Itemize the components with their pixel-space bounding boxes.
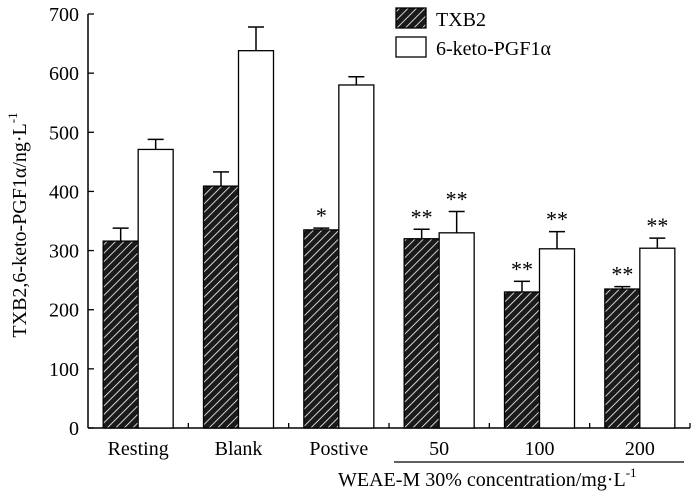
significance-markers: * ************ [316,187,668,287]
bar-txb2-postive [303,229,340,429]
bar-6-keto-blank [237,50,275,429]
bar-txb2-200 [604,288,641,429]
y-tick-label: 0 [69,418,79,440]
significance-marker: ** [611,262,633,287]
category-label: 50 [429,438,449,460]
error-bars [112,26,666,292]
significance-marker: ** [446,187,468,212]
significance-marker: * [316,203,327,228]
significance-marker: ** [546,207,568,232]
bar-6-keto-resting [137,148,174,429]
legend-swatch-6-keto [395,36,427,58]
bar-txb2-resting [102,240,139,429]
y-tick-label: 600 [49,63,79,85]
category-label: Resting [108,438,169,460]
x-axis-title: WEAE-M 30% concentration/mg·L-1 [338,465,637,491]
category-label: 100 [525,438,555,460]
bar-txb2-50 [403,238,440,429]
bar-6-keto-postive [338,84,375,429]
y-axis-title: TXB2,6-keto-PGF1α/ng·L-1 [5,112,31,337]
legend-label-txb2: TXB2 [436,9,486,31]
significance-marker: ** [511,256,533,281]
bar-6-keto-100 [538,248,576,429]
y-tick-label: 500 [49,122,79,144]
category-labels: Resting Blank Postive 50 100 200 [108,438,655,460]
bar-txb2-blank [202,185,240,429]
bars [102,50,676,429]
legend-swatch-txb2 [395,7,427,29]
category-label: 200 [625,438,655,460]
legend: TXB2 6-keto-PGF1α [395,7,551,60]
category-label: Blank [215,438,263,460]
y-tick-label: 700 [49,4,79,26]
y-tick-label: 100 [49,359,79,381]
y-tick-label: 200 [49,300,79,322]
legend-label-6-keto: 6-keto-PGF1α [436,38,551,60]
y-tick-label: 400 [49,181,79,203]
axes: 0 100 200 300 400 500 600 700 [49,4,691,463]
bar-6-keto-200 [639,247,676,429]
category-label: Postive [309,438,368,460]
significance-marker: ** [411,204,433,229]
significance-marker: ** [646,213,668,238]
bar-txb2-100 [503,291,541,429]
y-tick-label: 300 [49,241,79,263]
bar-6-keto-50 [438,232,475,429]
